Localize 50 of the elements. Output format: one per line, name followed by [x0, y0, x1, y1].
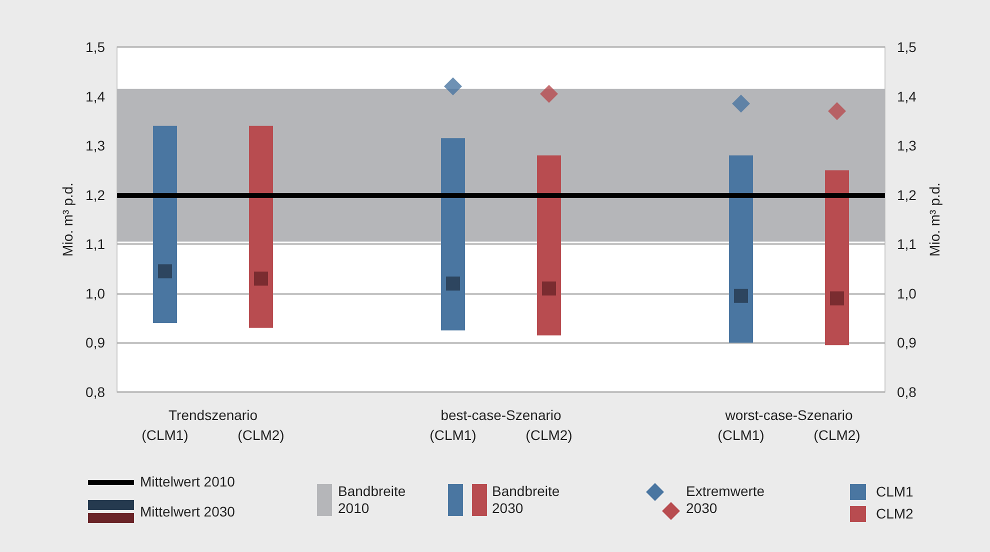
legend-label: Bandbreite 2030 — [492, 483, 561, 517]
bar — [537, 155, 561, 336]
x-tick-label: (CLM1) — [142, 427, 188, 443]
bar — [249, 126, 273, 328]
y2-tick-label: 1,3 — [897, 138, 917, 154]
text: worst-case-Szenario — [724, 407, 854, 423]
y2-axis-title: Mio. m³ p.d. — [926, 182, 942, 256]
point — [158, 264, 172, 278]
y2-tick-label: 1,0 — [897, 285, 917, 302]
y-tick-label: 1,2 — [86, 186, 106, 203]
y2-tick-label: 1,4 — [897, 88, 917, 104]
y-axis-title: Mio. m³ p.d. — [60, 182, 76, 256]
y-tick-label: 1,3 — [86, 138, 106, 154]
text: best-case-Szenario — [440, 407, 562, 423]
y2-tick-label: 0,8 — [897, 384, 917, 400]
y-tick-label: 1,0 — [86, 285, 106, 302]
legend-label: Bandbreite 2010 — [338, 483, 407, 517]
legend-label: Mittelwert 2030 — [140, 504, 235, 520]
bar — [441, 138, 465, 330]
y2-tick-label: 0,9 — [897, 334, 917, 351]
legend-label: Extremwerte 2030 — [686, 483, 766, 517]
x-tick-label: (CLM2) — [526, 427, 572, 443]
y-tick-label: 1,1 — [86, 236, 106, 252]
point — [830, 291, 844, 306]
text: CLM1 — [876, 484, 914, 500]
point — [254, 272, 268, 286]
point — [446, 276, 460, 291]
bar — [153, 126, 177, 323]
bar — [729, 155, 753, 343]
y2-tick-label: 1,2 — [897, 186, 917, 203]
legend-label: Mittelwert 2010 — [140, 474, 235, 490]
y-tick-label: 1,5 — [86, 39, 106, 55]
bar — [825, 170, 849, 346]
point — [734, 288, 748, 303]
point — [540, 84, 558, 103]
y-tick-label: 0,9 — [86, 334, 106, 351]
y2-tick-label: 1,1 — [897, 236, 917, 252]
point — [444, 77, 462, 96]
y-tick-label: 1,4 — [86, 88, 106, 104]
point — [828, 102, 846, 120]
x-tick-label: (CLM1) — [430, 427, 476, 443]
y2-tick-label: 1,5 — [897, 39, 917, 55]
text: Trendszenario — [168, 407, 258, 423]
x-tick-label: (CLM1) — [718, 427, 764, 443]
point — [542, 282, 556, 296]
y-tick-label: 0,8 — [86, 384, 106, 400]
x-tick-label: (CLM2) — [814, 427, 860, 443]
point — [732, 94, 750, 113]
text: CLM2 — [876, 506, 914, 522]
x-tick-label: (CLM2) — [238, 427, 284, 443]
